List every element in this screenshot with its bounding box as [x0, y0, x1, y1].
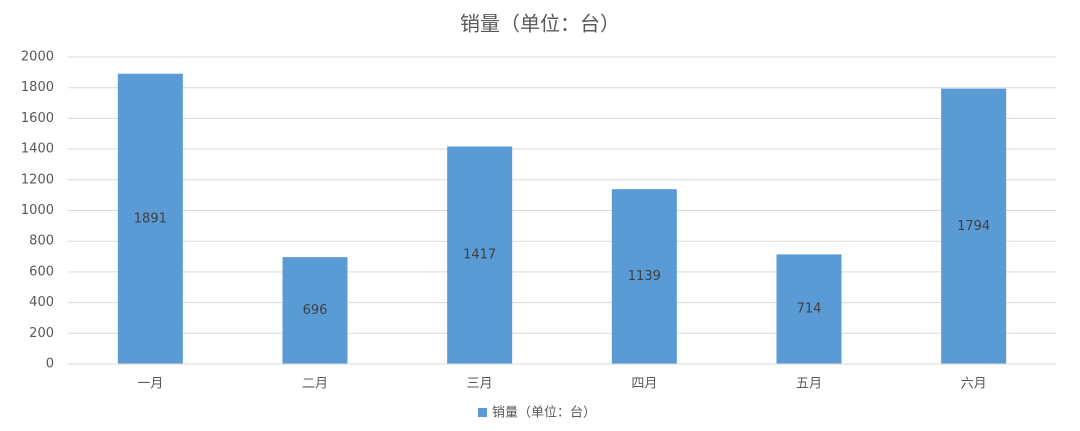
- y-tick-label: 1600: [21, 111, 54, 126]
- data-label: 714: [797, 302, 822, 317]
- x-tick-label: 二月: [302, 377, 328, 392]
- data-label: 1139: [628, 269, 661, 284]
- data-label: 696: [303, 303, 328, 318]
- y-tick-label: 600: [29, 264, 54, 279]
- data-label: 1417: [463, 248, 496, 263]
- bar: [117, 73, 183, 364]
- y-tick-label: 1400: [21, 142, 54, 157]
- y-tick-label: 400: [29, 295, 54, 310]
- y-tick-label: 1200: [21, 172, 54, 187]
- y-tick-label: 1000: [21, 203, 54, 218]
- legend-label: 销量（单位：台）: [492, 406, 596, 421]
- x-tick-label: 三月: [467, 377, 493, 392]
- y-tick-label: 0: [46, 357, 54, 372]
- legend-swatch: [478, 408, 487, 417]
- bar: [941, 88, 1007, 364]
- x-tick-label: 六月: [961, 377, 987, 392]
- x-tick-label: 五月: [796, 377, 822, 392]
- data-label: 1794: [957, 219, 990, 234]
- y-tick-label: 2000: [21, 50, 54, 65]
- bar: [611, 189, 677, 364]
- bar: [282, 257, 348, 364]
- bar: [776, 254, 842, 364]
- x-tick-label: 四月: [631, 377, 657, 392]
- data-label: 1891: [134, 211, 167, 226]
- bar: [447, 146, 513, 364]
- y-tick-label: 800: [29, 234, 54, 249]
- chart-title: 销量（单位：台）: [460, 12, 620, 36]
- y-tick-label: 200: [29, 326, 54, 341]
- x-tick-label: 一月: [137, 377, 163, 392]
- y-tick-label: 1800: [21, 80, 54, 95]
